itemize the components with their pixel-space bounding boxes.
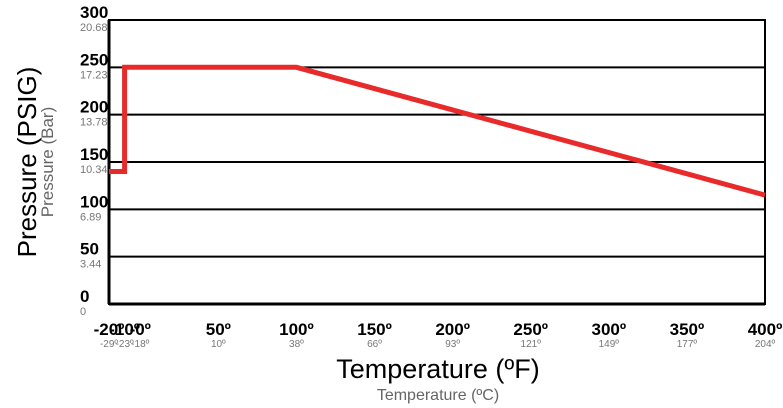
x-tick-sublabel: 177º: [677, 339, 698, 350]
x-axis-title-secondary: Temperature (ºC): [377, 387, 499, 404]
x-tick-label: 250º: [513, 320, 548, 339]
y-tick-label: 0: [80, 287, 89, 306]
plot-frame: [108, 19, 766, 305]
x-tick-sublabel: 66º: [367, 339, 382, 350]
y-tick-sublabel: 20.68: [80, 22, 108, 34]
y-tick-label: 100: [80, 192, 108, 211]
y-tick-label: 50: [80, 240, 99, 259]
x-tick-sublabel: 93º: [445, 339, 460, 350]
x-tick-sublabel: 10º: [211, 339, 226, 350]
x-tick-label: 300º: [592, 320, 627, 339]
y-tick-label: 200: [80, 98, 108, 117]
x-axis-title: Temperature (ºF): [336, 354, 539, 384]
y-tick-sublabel: 17.23: [80, 69, 108, 81]
x-tick-label: -20º: [94, 320, 125, 339]
y-tick-label: 300: [80, 3, 108, 22]
x-tick-sublabel: -29º: [100, 339, 118, 350]
x-tick-label: -10º: [109, 320, 140, 339]
y-tick-label: 150: [80, 145, 108, 164]
y-tick-sublabel: 6.89: [80, 211, 101, 223]
y-tick-sublabel: 3.44: [80, 259, 101, 271]
x-tick-label: 200º: [435, 320, 470, 339]
x-tick-sublabel: -18º: [131, 339, 149, 350]
grid-lines: [109, 19, 765, 258]
x-tick-sublabel: 149º: [599, 339, 620, 350]
series-line-0: [109, 64, 766, 198]
x-tick-label: 400º: [748, 320, 783, 339]
x-tick-label: 50º: [206, 320, 231, 339]
y-tick-sublabel: 10.34: [80, 164, 108, 176]
x-tick-sublabel: 121º: [521, 339, 542, 350]
y-axis-title: Pressure (PSIG): [12, 67, 42, 258]
y-tick-sublabel: 13.78: [80, 117, 108, 129]
x-tick-label: 150º: [357, 320, 392, 339]
y-axis-title-secondary: Pressure (Bar): [38, 107, 57, 218]
x-tick-sublabel: 204º: [755, 339, 776, 350]
y-tick-sublabel: 0: [80, 306, 86, 318]
series-layer: [109, 64, 766, 198]
x-tick-label: 350º: [670, 320, 705, 339]
x-tick-label: 100º: [279, 320, 314, 339]
x-tick-sublabel: 38º: [289, 339, 304, 350]
y-tick-label: 250: [80, 50, 108, 69]
x-tick-label: -0º: [130, 320, 151, 339]
x-tick-sublabel: -23º: [116, 339, 134, 350]
